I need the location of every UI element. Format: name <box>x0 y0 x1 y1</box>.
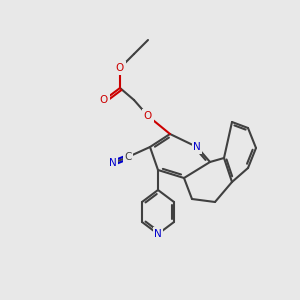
Text: O: O <box>144 111 152 121</box>
Text: O: O <box>100 95 108 105</box>
Text: C: C <box>124 152 132 162</box>
Text: O: O <box>116 63 124 73</box>
Text: N: N <box>193 142 201 152</box>
Text: N: N <box>154 229 162 239</box>
Text: N: N <box>109 158 117 168</box>
